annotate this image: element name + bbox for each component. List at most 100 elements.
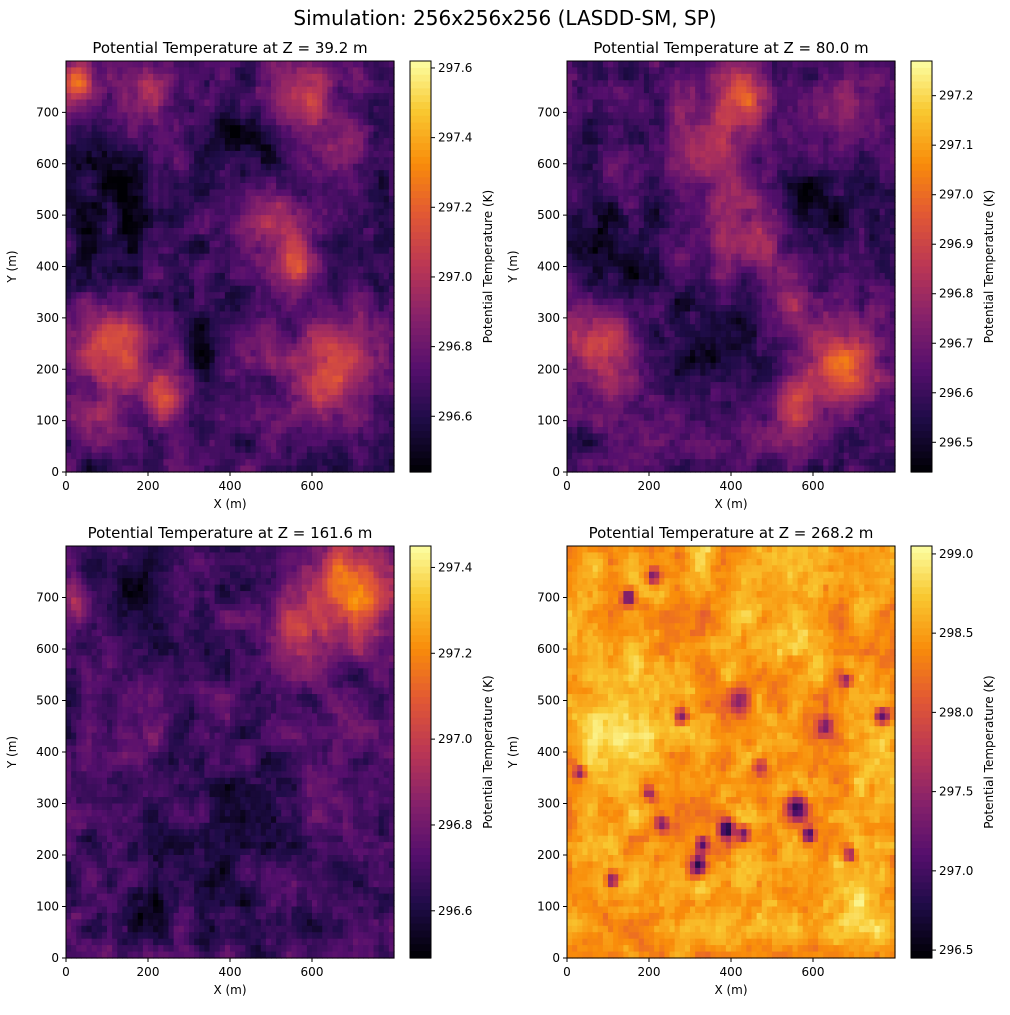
heatmap-cell — [261, 331, 267, 338]
heatmap-cell — [731, 119, 737, 126]
heatmap-cell — [333, 350, 339, 357]
heatmap-cell — [235, 100, 241, 107]
heatmap-cell — [664, 138, 670, 145]
heatmap-cell — [348, 157, 354, 164]
heatmap-cell — [210, 382, 216, 389]
heatmap-cell — [117, 157, 123, 164]
heatmap-cell — [736, 112, 742, 119]
heatmap-cell — [138, 401, 144, 408]
heatmap-cell — [128, 228, 134, 235]
heatmap-cell — [261, 453, 267, 460]
heatmap-cell — [256, 215, 262, 222]
heatmap-cell — [813, 100, 819, 107]
heatmap-cell — [297, 389, 303, 396]
heatmap-cell — [276, 350, 282, 357]
heatmap-cell — [245, 292, 251, 299]
heatmap-cell — [117, 331, 123, 338]
colorbar-segment — [410, 198, 431, 205]
heatmap-cell — [245, 344, 251, 351]
heatmap-cell — [813, 61, 819, 68]
heatmap-cell — [828, 132, 834, 139]
heatmap-cell — [348, 67, 354, 74]
heatmap-cell — [199, 331, 205, 338]
heatmap-cell — [87, 356, 93, 363]
heatmap-cell — [235, 286, 241, 293]
heatmap-cell — [179, 286, 185, 293]
colorbar-tick-label: 296.8 — [438, 340, 472, 354]
heatmap-cell — [338, 273, 344, 280]
heatmap-cell — [266, 144, 272, 151]
heatmap-cell — [210, 331, 216, 338]
heatmap-cell — [117, 241, 123, 248]
heatmap-cell — [92, 331, 98, 338]
heatmap-cell — [87, 344, 93, 351]
heatmap-cell — [675, 87, 681, 94]
heatmap-cell — [286, 453, 292, 460]
heatmap-cell — [292, 363, 298, 370]
heatmap-cell — [215, 132, 221, 139]
heatmap-cell — [194, 453, 200, 460]
heatmap-cell — [317, 344, 323, 351]
heatmap-cell — [363, 61, 369, 68]
heatmap-cell — [163, 350, 169, 357]
heatmap-cell — [81, 324, 87, 331]
heatmap-cell — [292, 401, 298, 408]
heatmap-cell — [199, 414, 205, 421]
heatmap-cell — [128, 93, 134, 100]
heatmap-cell — [384, 292, 390, 299]
heatmap-cell — [128, 202, 134, 209]
heatmap-cell — [281, 395, 287, 402]
heatmap-cell — [379, 356, 385, 363]
heatmap-cell — [66, 100, 72, 107]
heatmap-cell — [117, 292, 123, 299]
heatmap-cell — [297, 177, 303, 184]
heatmap-cell — [133, 389, 139, 396]
heatmap-cell — [307, 125, 313, 132]
heatmap-cell — [133, 427, 139, 434]
heatmap-cell — [169, 286, 175, 293]
heatmap-cell — [261, 228, 267, 235]
heatmap-cell — [138, 318, 144, 325]
heatmap-cell — [102, 286, 108, 293]
heatmap-cell — [71, 331, 77, 338]
heatmap-cell — [363, 119, 369, 126]
heatmap-cell — [163, 267, 169, 274]
heatmap-cell — [286, 459, 292, 466]
heatmap-cell — [297, 344, 303, 351]
heatmap-cell — [798, 125, 804, 132]
heatmap-cell — [66, 74, 72, 81]
heatmap-cell — [705, 74, 711, 81]
heatmap-cell — [215, 247, 221, 254]
heatmap-cell — [307, 196, 313, 203]
heatmap-cell — [327, 459, 333, 466]
heatmap-cell — [245, 453, 251, 460]
heatmap-cell — [163, 376, 169, 383]
heatmap-cell — [138, 183, 144, 190]
heatmap-cell — [327, 299, 333, 306]
heatmap-cell — [374, 440, 380, 447]
heatmap-cell — [281, 61, 287, 68]
heatmap-cell — [593, 125, 599, 132]
heatmap-cell — [235, 196, 241, 203]
heatmap-cell — [215, 106, 221, 113]
heatmap-cell — [245, 376, 251, 383]
heatmap-cell — [348, 421, 354, 428]
heatmap-cell — [76, 87, 82, 94]
heatmap-cell — [81, 215, 87, 222]
heatmap-cell — [828, 87, 834, 94]
heatmap-cell — [787, 125, 793, 132]
heatmap-cell — [384, 401, 390, 408]
heatmap-cell — [307, 369, 313, 376]
heatmap-cell — [823, 119, 829, 126]
heatmap-cell — [189, 292, 195, 299]
heatmap-cell — [567, 132, 573, 139]
heatmap-cell — [798, 119, 804, 126]
heatmap-cell — [66, 376, 72, 383]
heatmap-cell — [235, 389, 241, 396]
heatmap-cell — [189, 87, 195, 94]
heatmap-cell — [163, 459, 169, 466]
heatmap-cell — [659, 132, 665, 139]
heatmap-cell — [731, 106, 737, 113]
heatmap-cell — [297, 459, 303, 466]
heatmap-cell — [112, 74, 118, 81]
